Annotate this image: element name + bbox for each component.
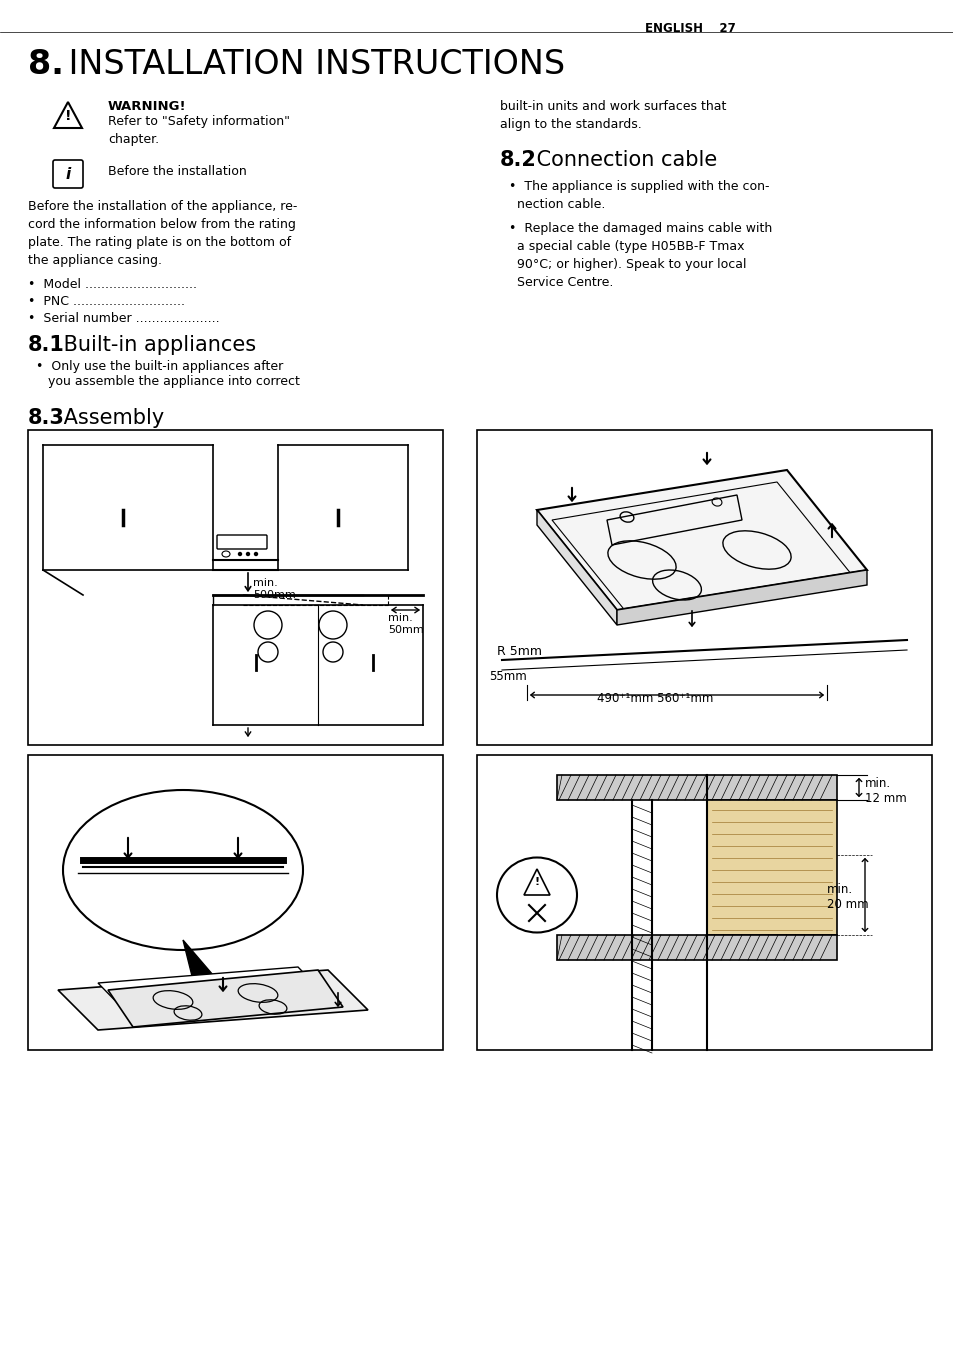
Bar (28, 754, 442, 1051)
Circle shape (246, 553, 250, 556)
Text: i: i (66, 168, 71, 183)
Text: !: ! (534, 877, 539, 887)
Text: built-in units and work surfaces that
align to the standards.: built-in units and work surfaces that al… (499, 100, 725, 131)
Text: ENGLISH    27: ENGLISH 27 (644, 22, 735, 35)
Text: Before the installation of the appliance, re-
cord the information below from th: Before the installation of the appliance… (28, 200, 297, 266)
Text: min.
20 mm: min. 20 mm (826, 883, 868, 911)
Text: min.
500mm: min. 500mm (253, 579, 295, 599)
Bar (476, 754, 931, 1051)
Text: 8.2: 8.2 (499, 150, 537, 170)
Polygon shape (183, 940, 213, 980)
Text: 8.3: 8.3 (28, 408, 65, 429)
Polygon shape (706, 800, 836, 936)
Bar (28, 430, 442, 745)
Text: Refer to "Safety information"
chapter.: Refer to "Safety information" chapter. (108, 115, 290, 146)
Text: •  Model ............................: • Model ............................ (28, 279, 196, 291)
Text: 55mm: 55mm (489, 671, 526, 683)
Text: Assembly: Assembly (57, 408, 164, 429)
Text: •  The appliance is supplied with the con-
  nection cable.: • The appliance is supplied with the con… (509, 180, 769, 211)
Circle shape (254, 553, 257, 556)
Text: R 5mm: R 5mm (497, 645, 541, 658)
Text: min.
12 mm: min. 12 mm (864, 777, 905, 804)
Text: Built-in appliances: Built-in appliances (57, 335, 255, 356)
Text: !: ! (65, 110, 71, 123)
Text: you assemble the appliance into correct: you assemble the appliance into correct (36, 375, 299, 388)
Text: 490⁺¹mm 560⁺¹mm: 490⁺¹mm 560⁺¹mm (597, 692, 713, 704)
Text: 8.1: 8.1 (28, 335, 65, 356)
Ellipse shape (497, 857, 577, 933)
Polygon shape (98, 967, 333, 1019)
Circle shape (238, 553, 241, 556)
Polygon shape (537, 510, 617, 625)
Text: •  PNC ............................: • PNC ............................ (28, 295, 185, 308)
Text: WARNING!: WARNING! (108, 100, 187, 114)
Text: Before the installation: Before the installation (108, 165, 247, 178)
Text: min.
50mm: min. 50mm (388, 612, 423, 634)
Polygon shape (58, 969, 368, 1030)
Polygon shape (537, 470, 866, 610)
Text: •  Only use the built-in appliances after: • Only use the built-in appliances after (36, 360, 283, 373)
Bar (476, 430, 931, 745)
Text: Connection cable: Connection cable (530, 150, 717, 170)
Polygon shape (557, 775, 836, 800)
Polygon shape (617, 571, 866, 625)
Text: INSTALLATION INSTRUCTIONS: INSTALLATION INSTRUCTIONS (58, 49, 564, 81)
Text: •  Serial number .....................: • Serial number ..................... (28, 312, 219, 324)
Text: •  Replace the damaged mains cable with
  a special cable (type H05BB-F Tmax
  9: • Replace the damaged mains cable with a… (509, 222, 771, 289)
Polygon shape (108, 969, 343, 1028)
Text: 8.: 8. (28, 49, 64, 81)
Polygon shape (557, 936, 836, 960)
